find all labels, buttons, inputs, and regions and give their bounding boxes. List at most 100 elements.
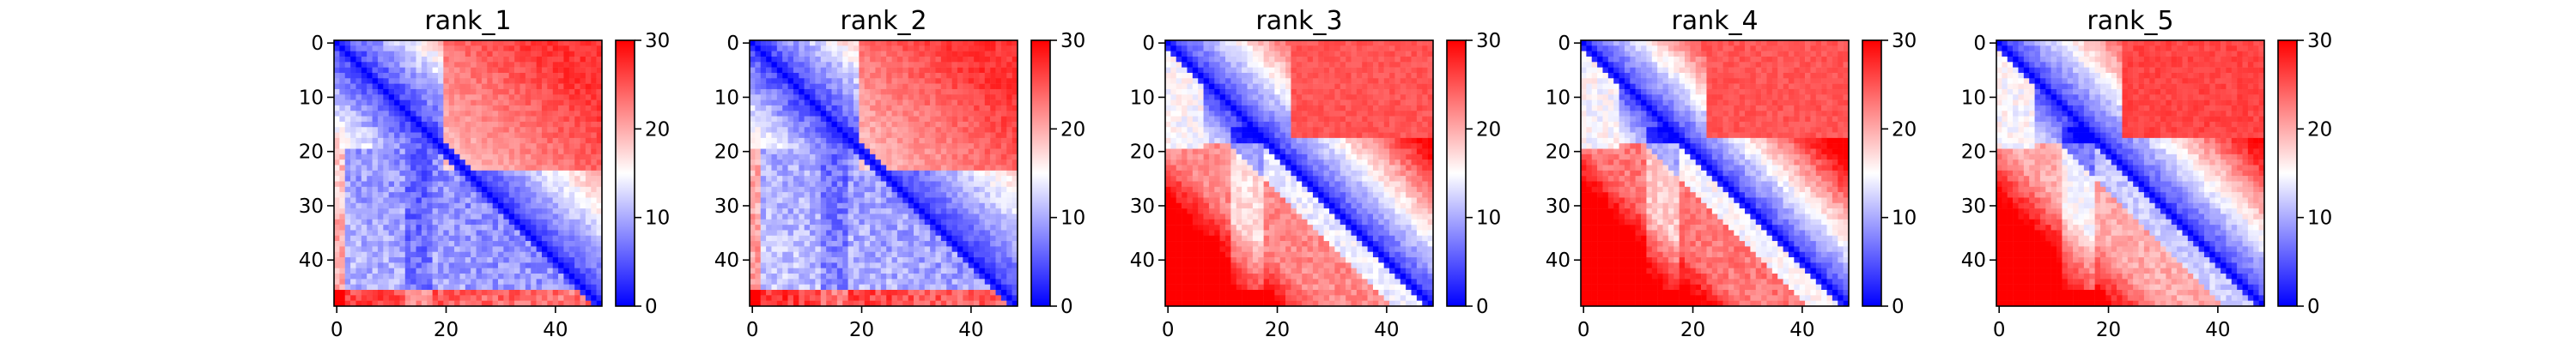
- heatmap-cell: [421, 159, 428, 165]
- heatmap-cell: [443, 284, 449, 291]
- heatmap-cell: [891, 143, 898, 149]
- heatmap-cell: [891, 88, 898, 95]
- heatmap-cell: [1291, 51, 1297, 57]
- heatmap-cell: [531, 51, 537, 57]
- heatmap-cell: [957, 230, 963, 237]
- heatmap-cell: [799, 214, 805, 220]
- heatmap-cell: [810, 153, 816, 160]
- heatmap-cell: [930, 214, 936, 220]
- heatmap-cell: [957, 300, 963, 307]
- heatmap-cell: [935, 88, 942, 95]
- heatmap-cell: [831, 143, 838, 149]
- heatmap-cell: [826, 225, 832, 231]
- heatmap-cell: [525, 143, 532, 149]
- heatmap-cell: [339, 290, 345, 296]
- heatmap-cell: [815, 121, 822, 128]
- heatmap-cell: [541, 78, 548, 84]
- heatmap-cell: [826, 116, 832, 123]
- heatmap-cell: [514, 274, 520, 280]
- heatmap-cell: [339, 78, 345, 84]
- heatmap-cell: [416, 67, 422, 74]
- heatmap-cell: [859, 45, 865, 51]
- heatmap-cell: [519, 241, 526, 247]
- heatmap-cell: [558, 121, 564, 128]
- heatmap-cell: [853, 202, 860, 209]
- heatmap-cell: [492, 192, 499, 198]
- heatmap-cell: [443, 197, 449, 204]
- heatmap-cell: [990, 143, 996, 149]
- heatmap-cell: [974, 214, 980, 220]
- heatmap-cell: [891, 197, 898, 204]
- heatmap-cell: [404, 170, 411, 177]
- heatmap-cell: [367, 67, 373, 74]
- heatmap-cell: [908, 148, 914, 155]
- heatmap-cell: [437, 121, 444, 128]
- heatmap-cell: [793, 274, 799, 280]
- heatmap-cell: [574, 148, 580, 155]
- heatmap-cell: [481, 40, 488, 46]
- heatmap-cell: [990, 94, 996, 100]
- heatmap-cell: [399, 268, 406, 274]
- heatmap-cell: [416, 197, 422, 204]
- heatmap-cell: [596, 284, 603, 291]
- heatmap-cell: [974, 99, 980, 106]
- heatmap-cell: [432, 88, 439, 95]
- heatmap-cell: [1406, 40, 1412, 46]
- heatmap-cell: [531, 192, 537, 198]
- heatmap-cell: [804, 83, 811, 90]
- heatmap-cell: [968, 94, 975, 100]
- heatmap-cell: [454, 72, 460, 79]
- heatmap-cell: [914, 83, 920, 90]
- heatmap-cell: [820, 214, 827, 220]
- heatmap-cell: [963, 230, 969, 237]
- heatmap-cell: [531, 268, 537, 274]
- heatmap-cell: [487, 111, 493, 117]
- heatmap-cell: [394, 143, 400, 149]
- heatmap-cell: [782, 257, 788, 263]
- heatmap-cell: [525, 148, 532, 155]
- heatmap-cell: [782, 262, 788, 268]
- heatmap-cell: [465, 62, 471, 68]
- heatmap-cell: [367, 295, 373, 301]
- heatmap-cell: [755, 230, 761, 237]
- heatmap-cell: [951, 279, 958, 285]
- heatmap-cell: [432, 257, 439, 263]
- heatmap-cell: [896, 230, 903, 237]
- heatmap-cell: [760, 300, 767, 307]
- heatmap-cell: [416, 181, 422, 188]
- heatmap-cell: [394, 230, 400, 237]
- heatmap-cell: [394, 262, 400, 268]
- heatmap-cell: [525, 127, 532, 133]
- heatmap-cell: [951, 290, 958, 296]
- heatmap-cell: [891, 219, 898, 226]
- heatmap-cell: [766, 170, 772, 177]
- heatmap-cell: [394, 62, 400, 68]
- heatmap-cell: [350, 230, 356, 237]
- heatmap-cell: [531, 257, 537, 263]
- heatmap-cell: [771, 197, 778, 204]
- heatmap-cell: [826, 132, 832, 139]
- heatmap-cell: [799, 148, 805, 155]
- heatmap-cell: [536, 40, 543, 46]
- heatmap-cell: [372, 40, 379, 46]
- heatmap-cell: [443, 214, 449, 220]
- heatmap-cell: [979, 257, 986, 263]
- heatmap-cell: [820, 246, 827, 252]
- heatmap-cell: [465, 99, 471, 106]
- heatmap-cell: [984, 132, 991, 139]
- heatmap-cell: [908, 251, 914, 258]
- heatmap-cell: [585, 290, 592, 296]
- heatmap-cell: [574, 137, 580, 144]
- heatmap-cell: [771, 45, 778, 51]
- heatmap-cell: [891, 251, 898, 258]
- heatmap-cell: [410, 214, 416, 220]
- heatmap-cell: [842, 67, 848, 74]
- heatmap-cell: [334, 148, 340, 155]
- heatmap-cell: [525, 67, 532, 74]
- heatmap-cell: [481, 143, 488, 149]
- heatmap-cell: [508, 62, 515, 68]
- heatmap-cell: [870, 214, 876, 220]
- heatmap-cell: [432, 295, 439, 301]
- heatmap-cell: [399, 51, 406, 57]
- heatmap-cell: [831, 72, 838, 79]
